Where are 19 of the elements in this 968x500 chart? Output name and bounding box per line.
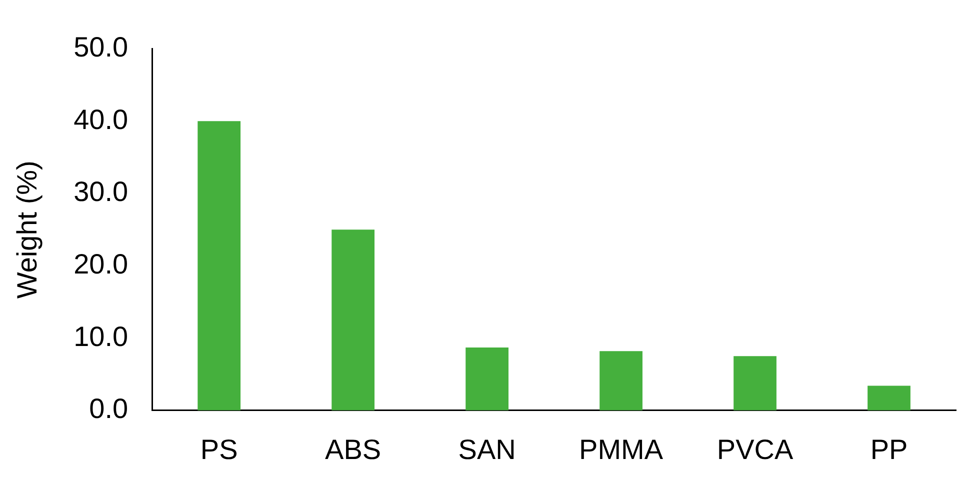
bar bbox=[466, 347, 508, 410]
x-tick-label: ABS bbox=[325, 434, 382, 465]
y-tick-label: 40.0 bbox=[74, 104, 128, 135]
y-tick-label: 50.0 bbox=[74, 32, 128, 63]
x-tick-label: PS bbox=[200, 434, 238, 465]
bar bbox=[734, 356, 776, 410]
bar bbox=[600, 351, 642, 410]
bar bbox=[198, 121, 241, 410]
y-tick-label: 20.0 bbox=[74, 248, 128, 280]
y-tick-label: 0.0 bbox=[89, 393, 128, 424]
x-tick-label: SAN bbox=[458, 434, 516, 465]
x-tick-label: PP bbox=[870, 434, 908, 465]
y-tick-label: 10.0 bbox=[74, 320, 128, 352]
y-axis-title: Weight (%) bbox=[12, 160, 43, 299]
y-tick-label: 30.0 bbox=[74, 176, 128, 208]
x-tick-label: PMMA bbox=[579, 434, 664, 465]
bar bbox=[868, 386, 910, 410]
x-tick-label: PVCA bbox=[716, 434, 794, 465]
bar bbox=[332, 230, 375, 410]
